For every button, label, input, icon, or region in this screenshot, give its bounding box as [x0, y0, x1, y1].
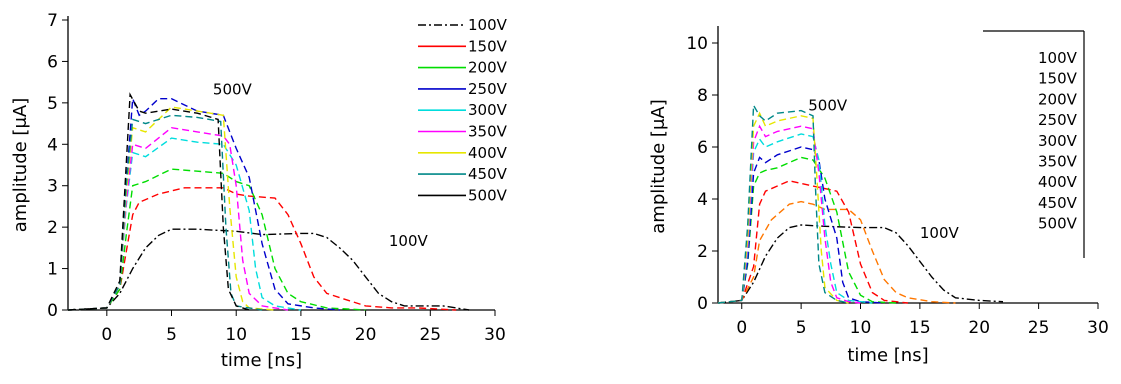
- y-tick-label: 2: [697, 242, 708, 262]
- x-tick-label: 5: [166, 325, 177, 345]
- x-axis-label: time [ns]: [221, 350, 302, 371]
- chart-right: 0 5 10 15 20 25 30 0 2 4 6 8 10 time [ns] amplitude [μ…: [648, 26, 1109, 366]
- legend-label-200V: 200V: [468, 59, 508, 77]
- series-line-300V: [67, 137, 302, 311]
- x-tick-label: 5: [796, 318, 807, 338]
- y-tick-label: 2: [47, 218, 58, 238]
- series-line-100V: [67, 228, 470, 311]
- legend-label-450V: 450V: [468, 165, 508, 183]
- series-line-450V: [717, 111, 849, 304]
- y-axis-label: amplitude [μA]: [10, 98, 31, 233]
- series-line-250V: [67, 98, 340, 311]
- legend-label-450V: 450V: [1038, 194, 1078, 212]
- y-tick-label: 4: [47, 135, 58, 155]
- legend-label-400V: 400V: [1038, 173, 1078, 191]
- legend-label-150V: 150V: [1038, 70, 1078, 88]
- x-axis-label: time [ns]: [847, 345, 928, 366]
- y-tick-label: 6: [47, 52, 58, 72]
- y-axis-label: amplitude [μA]: [648, 99, 669, 234]
- series-line-300V: [717, 146, 885, 304]
- x-tick-label: 25: [419, 325, 441, 345]
- series-line-500V: [717, 102, 849, 304]
- legend-label-350V: 350V: [1038, 153, 1078, 171]
- series-line-500V: [67, 92, 250, 311]
- series-line-350V: [717, 133, 873, 304]
- legend-label-250V: 250V: [1038, 111, 1078, 129]
- annotation-100V: 100V: [389, 232, 429, 250]
- y-tick-label: 8: [697, 86, 708, 106]
- x-tick-label: 10: [225, 325, 247, 345]
- legend-label-100V: 100V: [468, 16, 508, 34]
- legend-label-500V: 500V: [1038, 215, 1078, 233]
- annotation-500V: 500V: [213, 81, 253, 99]
- annotation-100V: 100V: [920, 224, 960, 242]
- y-tick-label: 4: [697, 190, 708, 210]
- x-tick-label: 25: [1028, 318, 1050, 338]
- legend-label-400V: 400V: [468, 144, 508, 162]
- series-line-200V: [67, 168, 366, 311]
- series-line-350V: [67, 126, 289, 311]
- series-line-100V: [717, 224, 1004, 304]
- y-tick-label: 7: [47, 11, 58, 31]
- legend-label-200V: 200V: [1038, 90, 1078, 108]
- x-tick-label: 30: [484, 325, 506, 345]
- legend-label-300V: 300V: [468, 101, 508, 119]
- legend-label-500V: 500V: [468, 186, 508, 204]
- series-line-200V: [717, 180, 909, 304]
- series-line-150V: [717, 200, 956, 304]
- series-line-400V: [717, 124, 861, 304]
- y-tick-label: 6: [697, 138, 708, 158]
- x-tick-label: 30: [1087, 318, 1109, 338]
- y-tick-label: 0: [47, 301, 58, 321]
- chart-left: 0 5 10 15 20 25 30 0 1 2 3 4 5 6 7 time [ns] amplitude […: [10, 11, 508, 371]
- legend-label-150V: 150V: [468, 37, 508, 55]
- series-line-150V: [67, 187, 457, 311]
- legend-label-350V: 350V: [468, 123, 508, 141]
- x-tick-label: 0: [736, 318, 747, 338]
- legend-label-250V: 250V: [468, 80, 508, 98]
- y-tick-label: 0: [697, 294, 708, 314]
- annotation-500V: 500V: [808, 97, 848, 115]
- x-tick-label: 20: [968, 318, 990, 338]
- y-tick-label: 5: [47, 94, 58, 114]
- y-tick-label: 10: [686, 34, 708, 54]
- x-tick-label: 15: [290, 325, 312, 345]
- series-line-450V: [67, 114, 263, 311]
- series-line-250V: [717, 156, 897, 304]
- x-tick-label: 15: [909, 318, 931, 338]
- x-tick-label: 20: [355, 325, 377, 345]
- y-tick-label: 3: [47, 177, 58, 197]
- x-tick-label: 0: [101, 325, 112, 345]
- legend-label-100V: 100V: [1038, 49, 1078, 67]
- y-tick-label: 1: [47, 260, 58, 280]
- x-tick-label: 10: [850, 318, 872, 338]
- legend-label-300V: 300V: [1038, 132, 1078, 150]
